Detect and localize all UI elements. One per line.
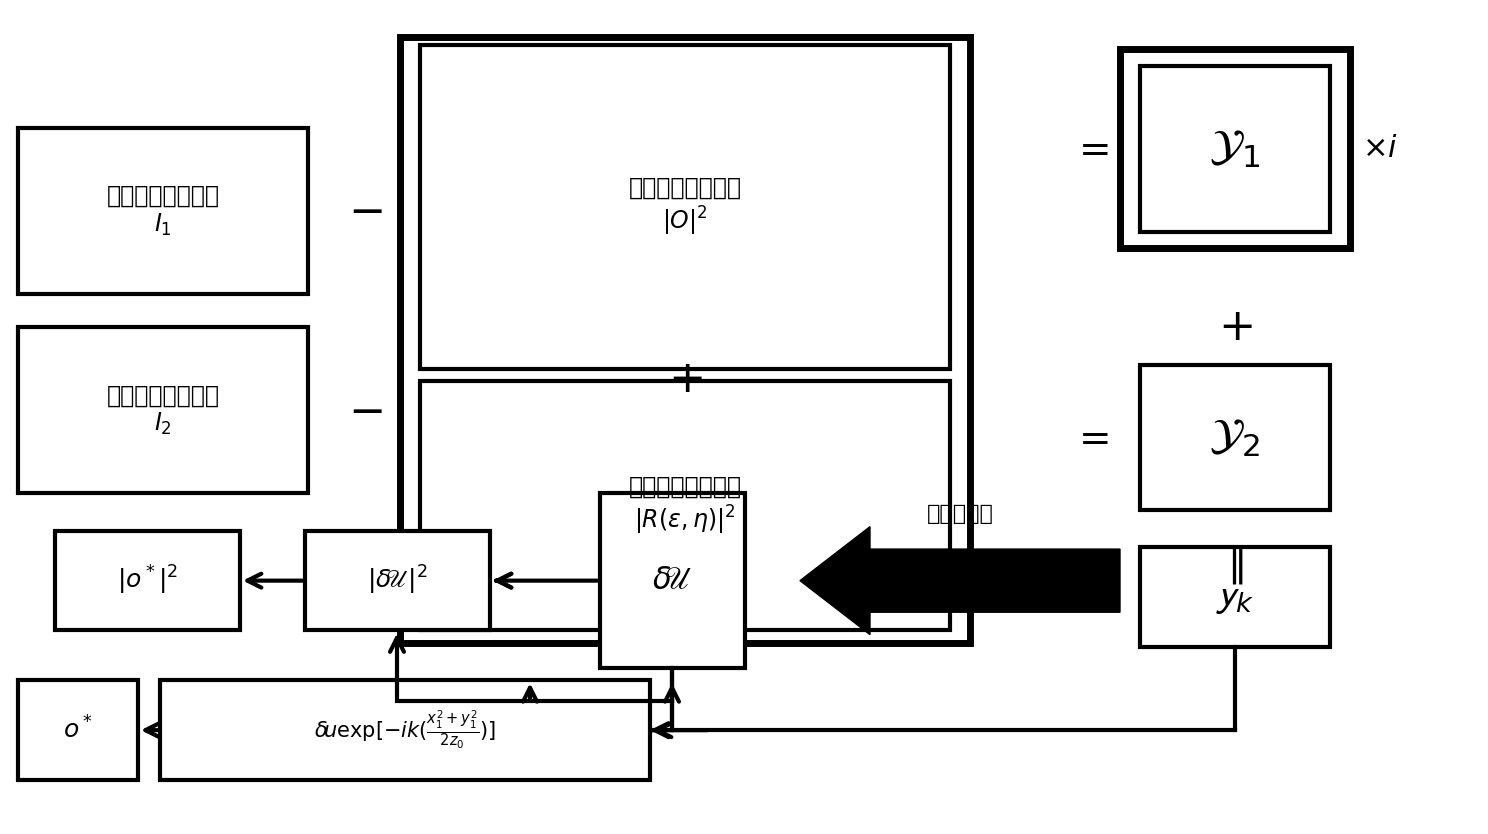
Text: $|\delta\!\mathscr{U}|^2$: $|\delta\!\mathscr{U}|^2$	[368, 564, 429, 597]
Text: $\times i$: $\times i$	[1362, 134, 1397, 163]
Text: 拍摄物光强度分布
$|O|^2$: 拍摄物光强度分布 $|O|^2$	[628, 176, 741, 238]
FancyBboxPatch shape	[420, 381, 949, 631]
Text: $\mathcal{Y}_2$: $\mathcal{Y}_2$	[1210, 416, 1260, 459]
Text: 拍摄第二幅全息图
$I_2$: 拍摄第二幅全息图 $I_2$	[107, 384, 220, 438]
Text: 傅里叶变换: 傅里叶变换	[927, 505, 994, 525]
Text: 计算机模拟参考光
$|R(\varepsilon,\eta)|^2$: 计算机模拟参考光 $|R(\varepsilon,\eta)|^2$	[628, 475, 741, 537]
FancyBboxPatch shape	[18, 327, 308, 494]
Text: $\|$: $\|$	[1226, 543, 1242, 585]
Text: $-$: $-$	[348, 189, 382, 233]
Text: $|o^*|^2$: $|o^*|^2$	[118, 564, 179, 597]
FancyBboxPatch shape	[400, 37, 970, 643]
Text: $=$: $=$	[1071, 419, 1109, 457]
Text: 拍摄第一幅全息图
$I_1$: 拍摄第一幅全息图 $I_1$	[107, 183, 220, 238]
Text: $\mathcal{Y}_1$: $\mathcal{Y}_1$	[1210, 128, 1260, 170]
FancyBboxPatch shape	[1140, 547, 1330, 647]
FancyBboxPatch shape	[161, 681, 650, 780]
Text: $+$: $+$	[668, 358, 702, 401]
Text: $-$: $-$	[348, 389, 382, 432]
FancyBboxPatch shape	[55, 530, 240, 631]
FancyBboxPatch shape	[18, 681, 138, 780]
Text: $\delta\!u\exp[-ik(\frac{x_1^2+y_1^2}{2z_0})]$: $\delta\!u\exp[-ik(\frac{x_1^2+y_1^2}{2z…	[314, 709, 496, 751]
Text: $=$: $=$	[1071, 130, 1109, 168]
Polygon shape	[801, 526, 1120, 635]
Text: $\mathcal{y}_k$: $\mathcal{y}_k$	[1216, 578, 1254, 616]
FancyBboxPatch shape	[420, 45, 949, 369]
FancyBboxPatch shape	[1140, 66, 1330, 232]
Text: $o^*$: $o^*$	[62, 716, 94, 744]
FancyBboxPatch shape	[18, 128, 308, 294]
FancyBboxPatch shape	[1140, 364, 1330, 510]
FancyBboxPatch shape	[305, 530, 490, 631]
Text: $+$: $+$	[1217, 306, 1253, 349]
Text: $\delta\!\mathscr{U}$: $\delta\!\mathscr{U}$	[652, 566, 692, 595]
FancyBboxPatch shape	[1120, 49, 1350, 249]
FancyBboxPatch shape	[600, 494, 745, 668]
